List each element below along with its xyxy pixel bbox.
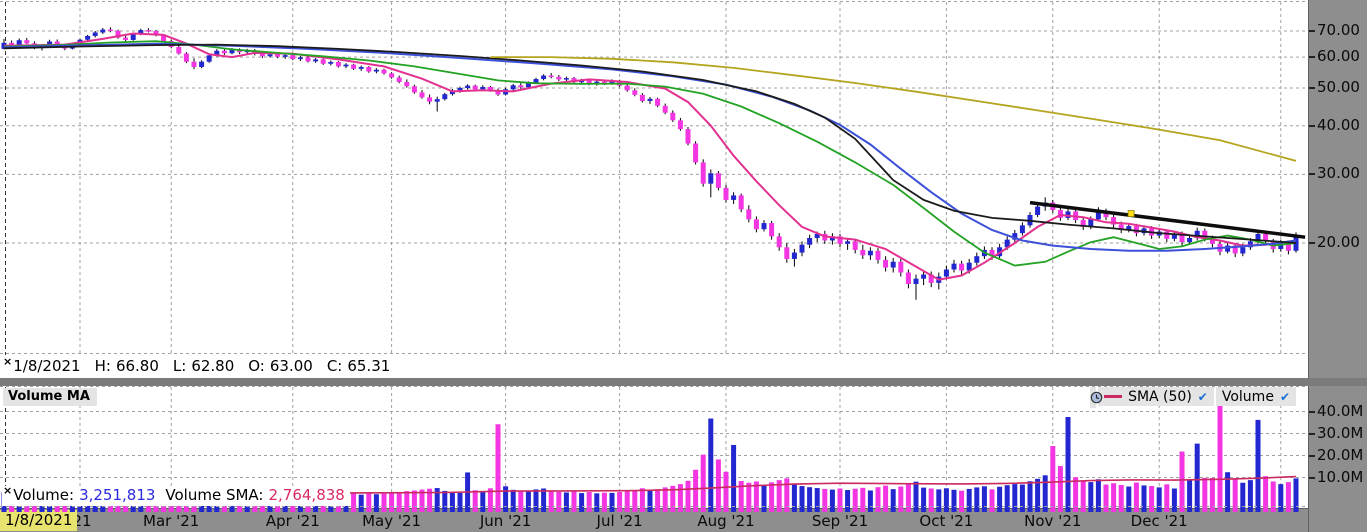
legend-volume-chip[interactable]: Volume ✔ [1215, 387, 1296, 406]
legend-sma-chip[interactable]: SMA (50) ✔ [1098, 387, 1214, 406]
open-value: 63.00 [269, 357, 313, 375]
sma-fast-pink [3, 32, 1297, 281]
price-axis-label-tick [1309, 30, 1315, 33]
price-axis-label-tick [1309, 86, 1315, 89]
open-label: O: [248, 357, 265, 375]
price-chart-pane[interactable] [0, 0, 1308, 378]
ohlc-readout: × 1/8/2021 H: 66.80 L: 62.80 O: 63.00 C:… [3, 354, 401, 377]
x-axis-month-label: Dec '21 [1130, 512, 1188, 530]
x-axis-month-label: Oct '21 [919, 512, 974, 530]
volume-axis-label: 30.0M [1317, 423, 1364, 442]
volume-readout-value: 3,251,813 [79, 486, 156, 504]
price-axis-label-tick [1309, 124, 1315, 127]
clock-icon [1090, 391, 1103, 404]
pane-divider[interactable] [0, 378, 1367, 386]
volume-readout: × Volume: 3,251,813 Volume SMA: 2,764,83… [2, 483, 350, 506]
drawn-trendline [1029, 200, 1306, 239]
volume-axis-label: 40.0M [1317, 401, 1364, 420]
volume-sma-readout-label: Volume SMA: [165, 486, 264, 504]
x-axis-month-label: Nov '21 [1024, 512, 1082, 530]
price-axis-label: 40.00 [1317, 115, 1360, 134]
x-axis[interactable]: '21 Mar '21 Apr '21 May '21 Jun '21 Jul '21 Au… [0, 508, 1367, 532]
volume-legend-label: Volume [1221, 388, 1274, 405]
price-axis-label-tick [1309, 56, 1315, 59]
high-value: 66.80 [115, 357, 159, 375]
high-label: H: [94, 357, 111, 375]
sma-legend-label: SMA (50) [1128, 388, 1192, 405]
sma-line-swatch [1104, 395, 1123, 398]
price-axis-label: 50.00 [1317, 77, 1360, 96]
x-axis-month-label: Apr '21 [265, 512, 320, 530]
price-axis-label: 60.00 [1317, 47, 1360, 66]
crosshair-date-chip: 1/8/2021 [0, 510, 78, 531]
y-axis[interactable]: 70.00 60.00 50.00 40.00 30.00 20.00 40.0M 30.0M… [1308, 0, 1367, 532]
volume-axis-label-tick [1309, 432, 1315, 435]
low-label: L: [172, 357, 187, 375]
x-axis-month-label: Mar '21 [143, 512, 200, 530]
remove-volume-readout-icon[interactable]: × [3, 483, 13, 497]
low-value: 62.80 [191, 357, 235, 375]
volume-sma-readout-value: 2,764,838 [268, 486, 345, 504]
sma-mid-green [3, 40, 1297, 267]
volume-axis-label: 10.0M [1317, 467, 1364, 486]
candles [1, 27, 1299, 300]
sma-visible-checkbox[interactable]: ✔ [1197, 389, 1208, 404]
sma-200-olive [490, 56, 1297, 162]
sma-slower-black [3, 43, 1297, 244]
price-axis-label: 30.00 [1317, 164, 1360, 183]
price-axis-label: 20.00 [1317, 233, 1360, 251]
volume-axis-label-tick [1309, 476, 1315, 479]
x-axis-month-label: Sep '21 [811, 512, 869, 530]
volume-visible-checkbox[interactable]: ✔ [1279, 389, 1290, 404]
legend-settings-chip[interactable] [1090, 387, 1103, 408]
x-axis-month-label: Aug '21 [697, 512, 755, 530]
price-axis-label-tick [1309, 173, 1315, 176]
price-axis-label-tick [1309, 242, 1315, 244]
volume-pane-title[interactable]: Volume MA [3, 388, 97, 406]
volume-axis-label-tick [1309, 410, 1315, 413]
trendline-anchor[interactable] [1127, 210, 1135, 217]
x-axis-month-label: May '21 [362, 512, 422, 530]
remove-readout-icon[interactable]: × [3, 354, 13, 368]
volume-legend: SMA (50) ✔ Volume ✔ [1090, 387, 1296, 408]
price-axis-label: 70.00 [1317, 21, 1360, 40]
close-label: C: [326, 357, 343, 375]
volume-sma-line [3, 475, 1297, 495]
volume-axis-label: 20.0M [1317, 445, 1364, 464]
close-value: 65.31 [347, 357, 391, 375]
ohlc-date: 1/8/2021 [13, 357, 81, 375]
x-axis-month-label: Jul '21 [596, 512, 643, 530]
sma-slow-blue [3, 42, 1297, 252]
volume-readout-label: Volume: [13, 486, 75, 504]
volume-axis-label-tick [1309, 454, 1315, 457]
x-axis-month-label: Jun '21 [479, 512, 532, 530]
